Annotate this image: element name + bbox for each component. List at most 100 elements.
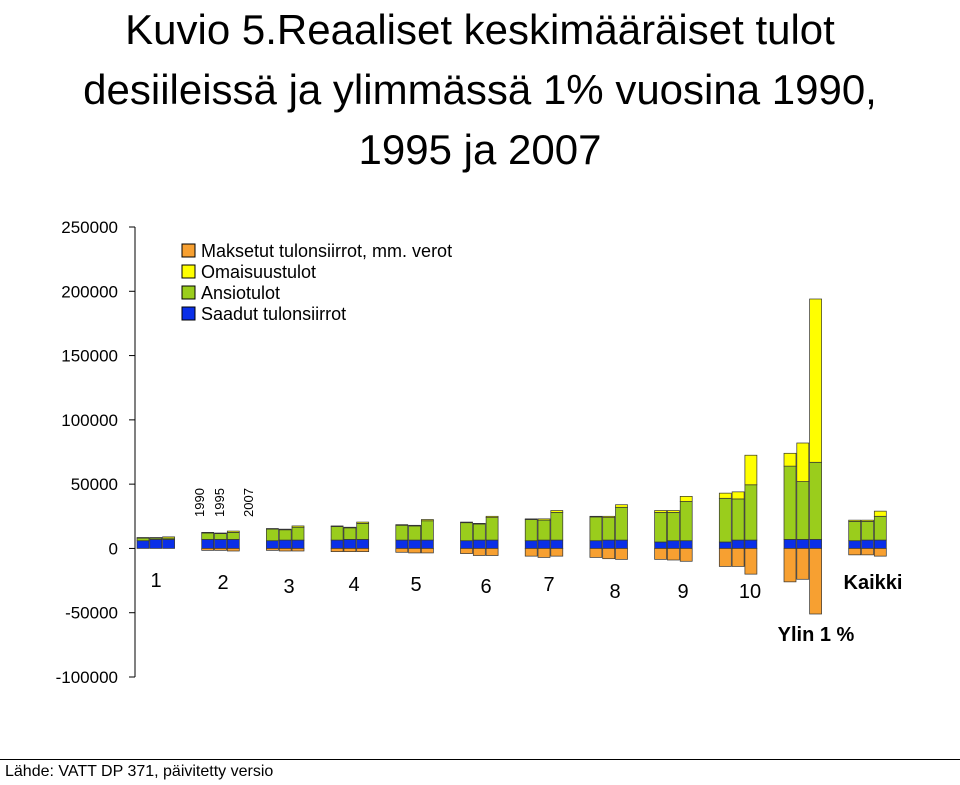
bar-segment <box>395 539 409 549</box>
title-line-1: Kuvio 5.Reaaliset keskimääräiset tulot <box>125 6 835 53</box>
bar-segment <box>408 524 421 527</box>
bar-segment <box>796 548 810 580</box>
bar-segment <box>783 539 797 549</box>
bar-segment <box>873 548 887 557</box>
bar-segment <box>136 537 150 542</box>
bar-segment <box>602 515 616 518</box>
bar-segment <box>615 548 628 560</box>
y-tick-label: 100000 <box>61 411 118 430</box>
bar-segment <box>537 539 551 549</box>
bar-segment <box>809 298 822 463</box>
bar-segment <box>679 548 693 562</box>
legend-label: Omaisuustulot <box>201 262 316 282</box>
bar-segment <box>291 525 305 528</box>
bar-segment <box>524 518 538 520</box>
bar-segment <box>809 461 822 540</box>
footer-divider <box>0 759 960 760</box>
bar-segment <box>589 540 603 549</box>
bar-segment <box>291 548 305 552</box>
bar-segment <box>873 515 887 541</box>
bar-segment <box>783 465 797 540</box>
group-label: 10 <box>739 581 761 603</box>
bar-segment <box>266 540 279 549</box>
bar-segment <box>744 548 758 575</box>
bar-segment <box>809 539 822 549</box>
bar-segment <box>861 539 874 549</box>
legend-swatch <box>181 243 196 258</box>
bar-segment <box>873 510 887 517</box>
bar-segment <box>201 548 215 551</box>
bar-segment <box>149 537 163 539</box>
bar-segment <box>654 510 667 513</box>
bar-segment <box>848 519 862 522</box>
bar-segment <box>731 491 745 500</box>
bar-segment <box>136 540 150 549</box>
bar-segment <box>343 527 357 540</box>
y-tick-label: 250000 <box>61 218 118 237</box>
bar-segment <box>356 539 370 549</box>
bar-segment <box>602 539 616 549</box>
chart-title: Kuvio 5.Reaaliset keskimääräiset tulot d… <box>0 0 960 180</box>
bar-segment <box>395 524 409 541</box>
bar-segment <box>408 548 421 554</box>
bar-segment <box>718 492 732 499</box>
bar-segment <box>226 530 240 533</box>
bar-segment <box>330 525 344 527</box>
bar-segment <box>421 519 434 522</box>
y-tick-label: -100000 <box>56 668 118 687</box>
bar-segment <box>718 548 732 567</box>
bar-segment <box>485 548 499 556</box>
bar-segment <box>278 528 292 531</box>
bar-segment <box>485 539 499 549</box>
bar-segment <box>460 522 473 542</box>
bar-segment <box>472 523 486 525</box>
bar-segment <box>679 496 693 502</box>
legend-label: Saadut tulonsiirrot <box>201 304 346 324</box>
bar-segment <box>162 536 175 539</box>
y-tick-label: 200000 <box>61 282 118 301</box>
bar-segment <box>460 548 473 554</box>
bar-segment <box>356 523 370 540</box>
bar-segment <box>266 528 279 530</box>
y-tick-label: 0 <box>109 539 118 558</box>
bar-segment <box>848 540 862 549</box>
bar-segment <box>796 442 810 482</box>
bar-segment <box>408 525 421 541</box>
bar-segment <box>550 512 564 541</box>
y-tick-label: 150000 <box>61 347 118 366</box>
bar-segment <box>395 524 409 526</box>
bar-segment <box>537 518 551 521</box>
bar-segment <box>667 548 680 561</box>
bar-segment <box>472 548 486 556</box>
bar-segment <box>589 516 603 542</box>
bar-segment <box>278 548 292 552</box>
bar-segment <box>421 548 434 554</box>
bar-segment <box>731 498 745 541</box>
bar-segment <box>472 523 486 541</box>
group-label: 1 <box>150 570 161 592</box>
bar-segment <box>873 539 887 549</box>
bar-segment <box>472 539 486 549</box>
bar-segment <box>226 532 240 540</box>
bar-segment <box>421 520 434 541</box>
bar-segment <box>408 539 421 549</box>
bar-segment <box>395 548 409 553</box>
group-label: 5 <box>410 574 421 596</box>
year-label: 1990 <box>192 488 207 517</box>
bar-segment <box>214 539 227 549</box>
bar-segment <box>615 506 628 541</box>
bar-segment <box>485 517 499 541</box>
bar-segment <box>848 548 862 556</box>
bar-segment <box>524 519 538 542</box>
bar-segment <box>201 532 215 540</box>
bar-segment <box>718 497 732 543</box>
bar-segment <box>731 548 745 567</box>
group-label: 8 <box>609 581 620 603</box>
bar-segment <box>343 548 357 552</box>
bar-segment <box>226 548 240 552</box>
bar-segment <box>214 533 227 540</box>
bar-segment <box>278 529 292 541</box>
bar-segment <box>226 539 240 549</box>
bar-segment <box>667 540 680 549</box>
